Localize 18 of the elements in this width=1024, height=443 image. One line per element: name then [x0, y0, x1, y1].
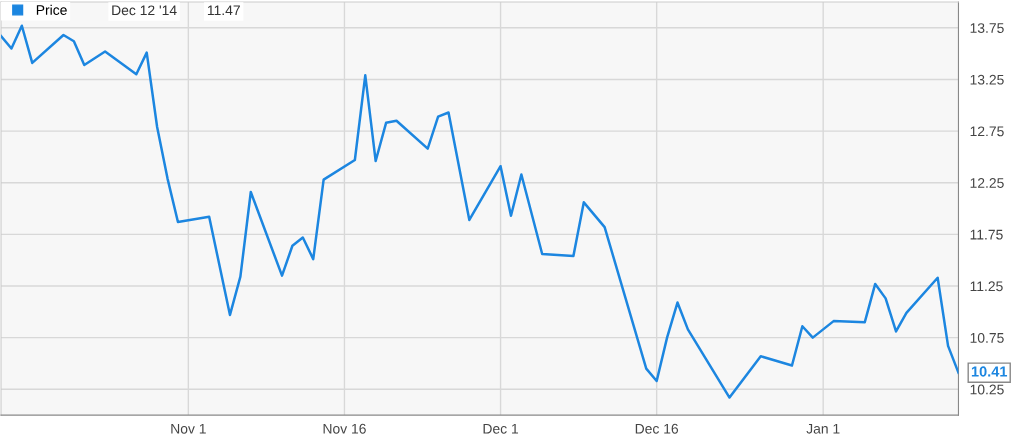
line-series	[1, 24, 959, 399]
x-tick-label: Dec 16	[635, 423, 679, 434]
y-tick-label: 12.75	[970, 126, 1004, 137]
x-tick-label: Jan 1	[806, 423, 840, 434]
annotation: 11.47	[207, 5, 240, 16]
x-tick-label: Nov 16	[323, 423, 366, 434]
y-tick-label: 10.75	[970, 332, 1004, 343]
y-tick-label: 11.25	[970, 281, 1003, 292]
y-tick-label: 10.25	[970, 384, 1004, 395]
y-tick-label: 12.25	[970, 178, 1004, 188]
annotation: Dec 12 '14	[112, 5, 177, 16]
y-tick-label: 13.25	[970, 74, 1004, 85]
legend-label: Price	[36, 4, 67, 15]
y-tick-label: 11.75	[970, 229, 1003, 240]
y-tick-label: 13.75	[970, 23, 1004, 33]
x-tick-label: Dec 1	[483, 423, 519, 434]
x-tick-label: Nov 1	[171, 423, 206, 434]
annotation: 10.41	[971, 366, 1008, 377]
